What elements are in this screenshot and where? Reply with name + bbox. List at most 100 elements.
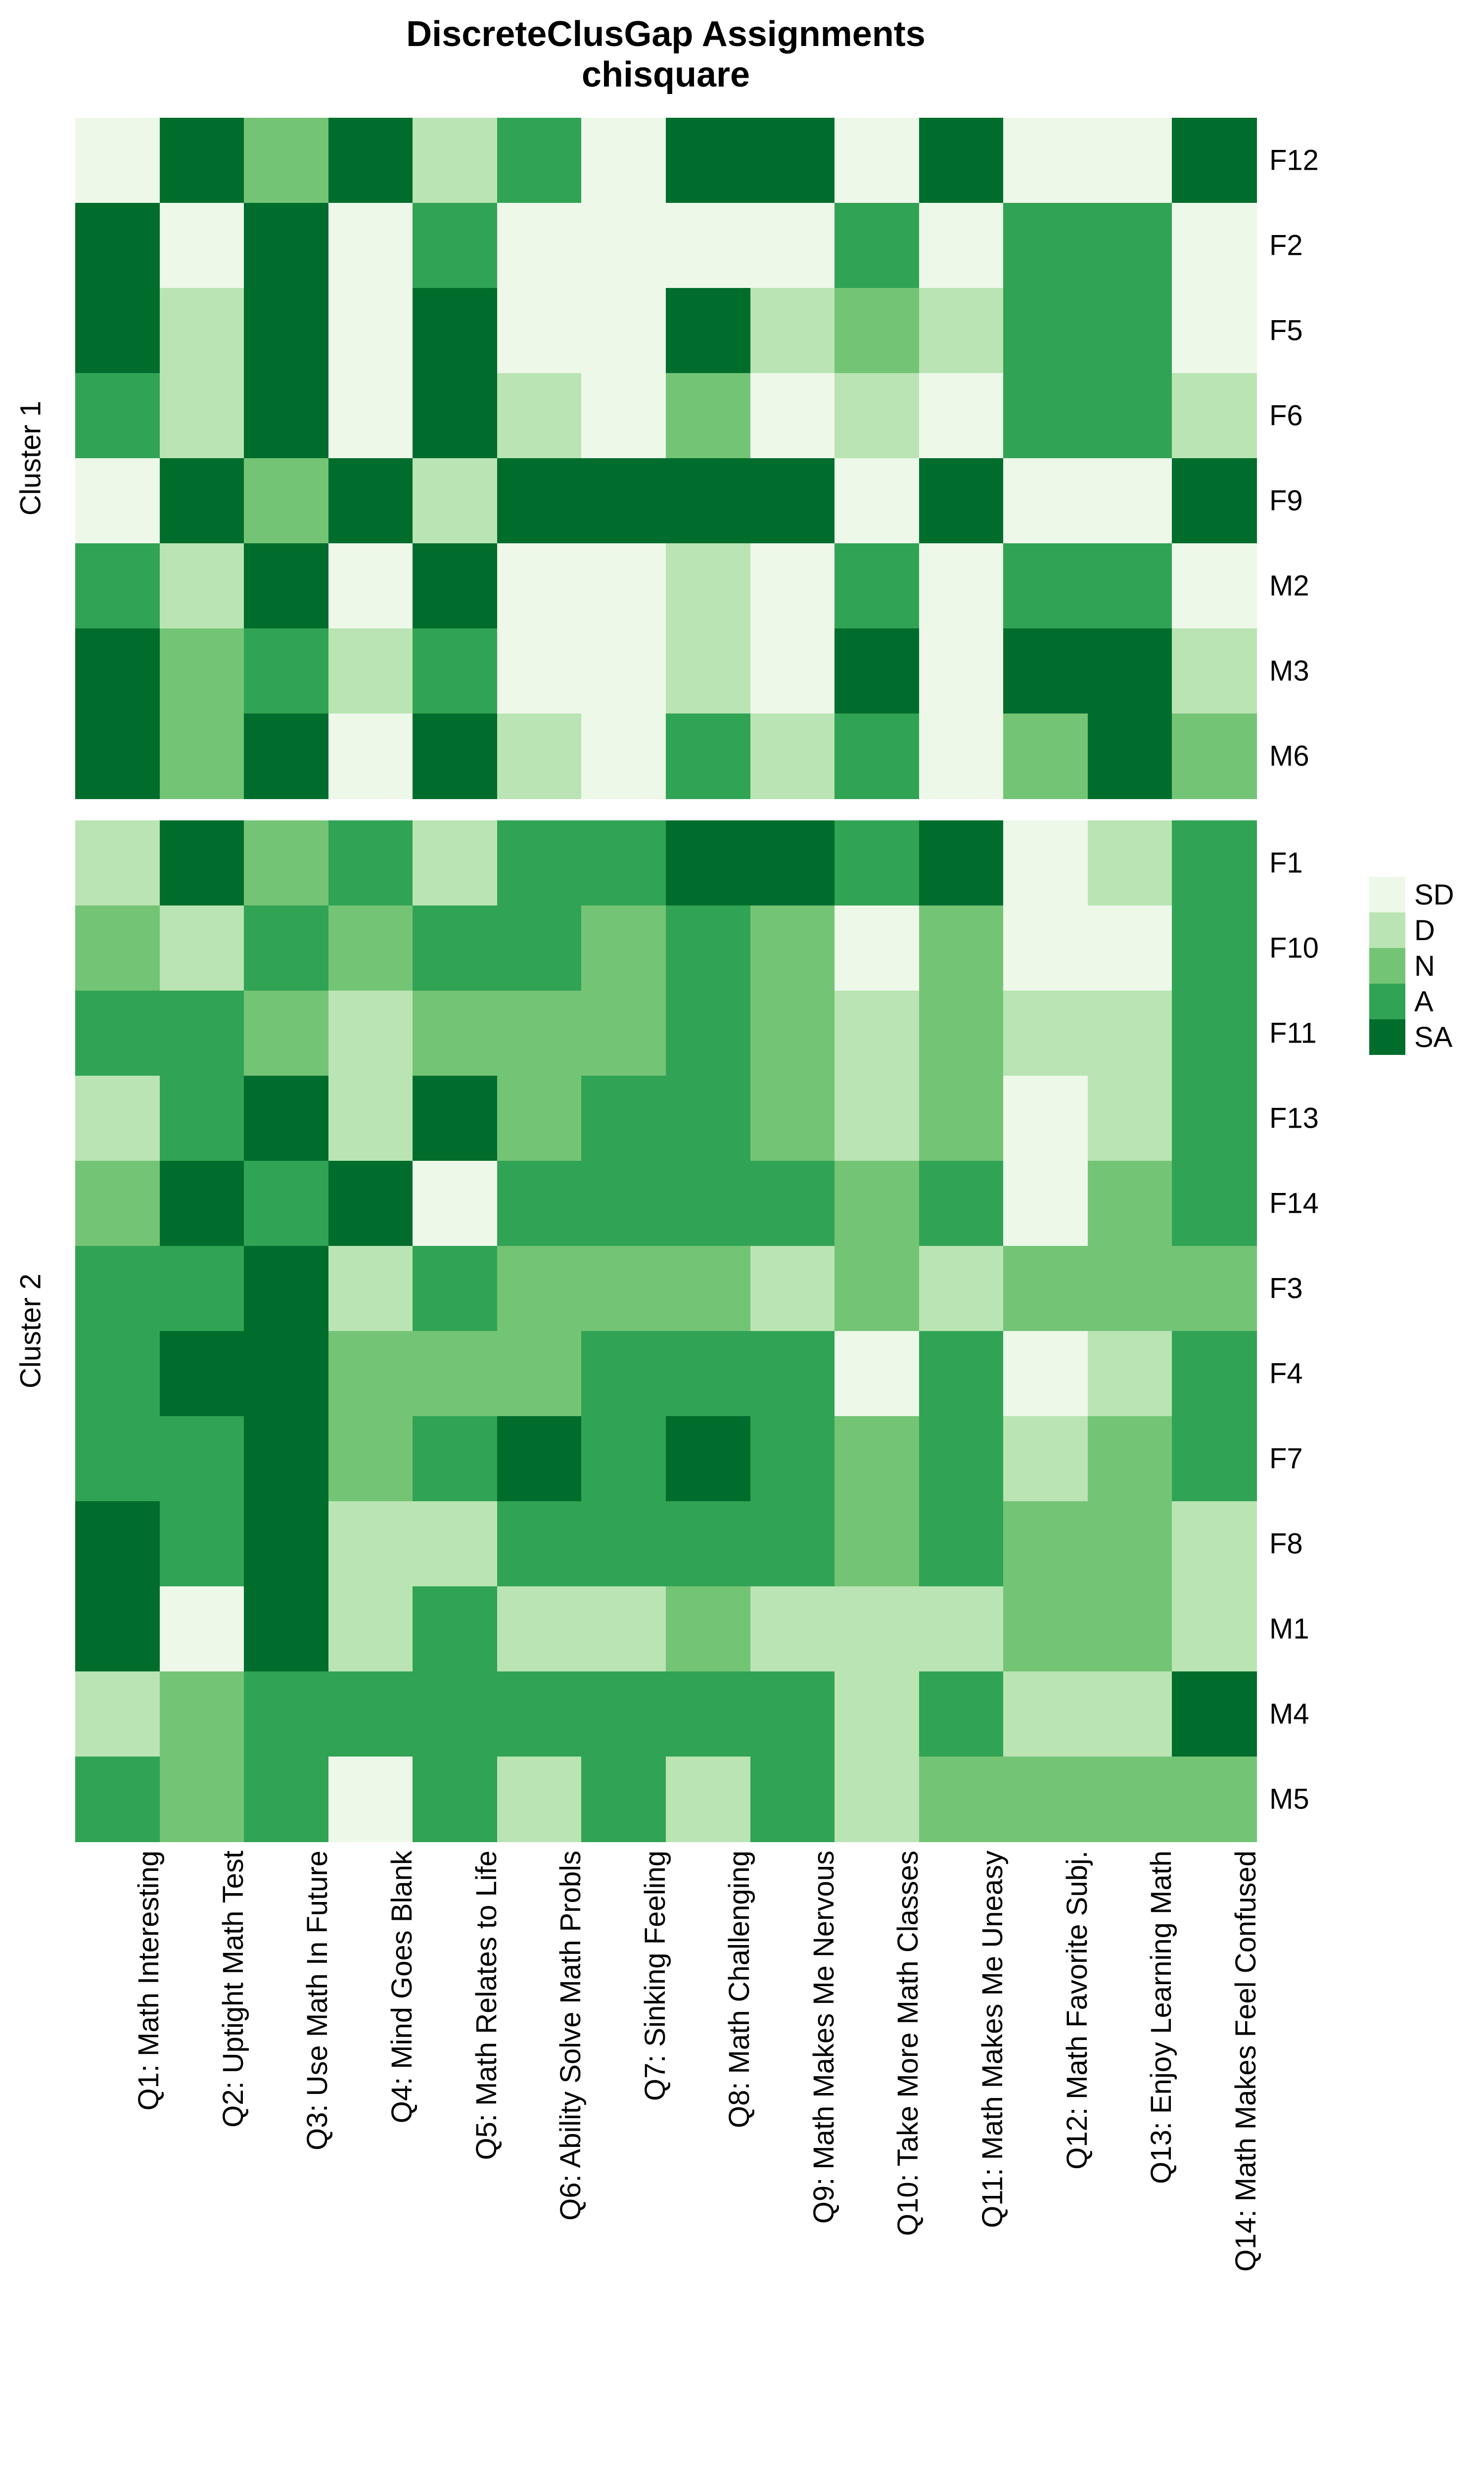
heatmap-cell [919, 1586, 1004, 1672]
heatmap-cell [75, 1331, 160, 1417]
heatmap-cell [1003, 714, 1088, 799]
heatmap-cell [1172, 628, 1257, 714]
row-label: F11 [1269, 1017, 1317, 1049]
heatmap-cell [497, 1757, 582, 1842]
row-label: F1 [1269, 847, 1303, 879]
heatmap-cell [581, 543, 666, 629]
heatmap-cell [1003, 1416, 1088, 1502]
heatmap-cell [1087, 1586, 1173, 1672]
heatmap-cell [328, 1161, 414, 1246]
heatmap-cell [919, 543, 1004, 629]
heatmap-cell [497, 1246, 582, 1332]
heatmap-cell [497, 1501, 582, 1587]
heatmap-cell [919, 1076, 1004, 1161]
heatmap-cell [413, 1586, 498, 1672]
heatmap-cell [75, 1757, 160, 1842]
heatmap-cell [1087, 373, 1173, 459]
heatmap-cell [497, 628, 582, 714]
heatmap-cell [413, 288, 498, 374]
heatmap-cell [750, 991, 835, 1076]
heatmap-cell [244, 543, 329, 629]
heatmap-cell [581, 820, 666, 906]
legend-item: SD [1369, 877, 1454, 912]
heatmap-cell [159, 991, 245, 1076]
heatmap-cell [328, 991, 414, 1076]
heatmap-cell [497, 373, 582, 459]
legend-label: SA [1414, 1021, 1453, 1053]
heatmap-cell [497, 991, 582, 1076]
row-label: F14 [1269, 1187, 1319, 1220]
heatmap-cell [666, 991, 751, 1076]
heatmap-cell [666, 288, 751, 374]
heatmap-cell [666, 628, 751, 714]
column-label: Q8: Math Challenging [723, 1851, 756, 2128]
column-label: Q11: Math Makes Me Uneasy [976, 1851, 1009, 2228]
heatmap-cell [1087, 991, 1173, 1076]
heatmap-cell [244, 1416, 329, 1502]
heatmap-cell [581, 288, 666, 374]
heatmap-cell [1003, 1757, 1088, 1842]
heatmap-cell [328, 373, 414, 459]
row-label: F13 [1269, 1102, 1319, 1135]
legend: SD D N A SA [1369, 877, 1454, 1055]
heatmap-cell [328, 1757, 414, 1842]
heatmap-cell [919, 628, 1004, 714]
row-label: F9 [1269, 484, 1303, 517]
row-label: F2 [1269, 229, 1303, 262]
heatmap-cell [1003, 905, 1088, 991]
legend-item: N [1369, 948, 1454, 984]
heatmap-cell [1172, 288, 1257, 374]
heatmap-cell [244, 714, 329, 799]
heatmap-cell [666, 203, 751, 288]
heatmap-cell [75, 905, 160, 991]
heatmap-cell [159, 905, 245, 991]
heatmap-cell [581, 1757, 666, 1842]
heatmap-cell [328, 905, 414, 991]
heatmap-cell [75, 543, 160, 629]
heatmap-cell [835, 1076, 920, 1161]
heatmap-cell [750, 820, 835, 906]
heatmap-cell [1172, 1671, 1257, 1757]
heatmap-cell [328, 1076, 414, 1161]
heatmap-cell [159, 714, 245, 799]
heatmap-cell [159, 118, 245, 203]
heatmap-cell [666, 1161, 751, 1246]
heatmap-cell [497, 543, 582, 629]
heatmap-cell [835, 714, 920, 799]
heatmap-cell [413, 1331, 498, 1417]
heatmap-cell [75, 1416, 160, 1502]
column-label: Q5: Math Relates to Life [470, 1851, 503, 2160]
heatmap-cell [159, 203, 245, 288]
heatmap-cell [666, 118, 751, 203]
heatmap-cell [244, 1331, 329, 1417]
column-label: Q14: Math Makes Feel Confused [1229, 1851, 1262, 2272]
heatmap-cell [1003, 203, 1088, 288]
heatmap-cell [75, 714, 160, 799]
heatmap-cell [1087, 1501, 1173, 1587]
column-label: Q12: Math Favorite Subj. [1061, 1851, 1093, 2170]
heatmap-cell [244, 118, 329, 203]
heatmap-cell [75, 458, 160, 544]
heatmap-cell [159, 1671, 245, 1757]
heatmap-cell [750, 118, 835, 203]
heatmap-cell [244, 1076, 329, 1161]
heatmap-cell [244, 1161, 329, 1246]
legend-label: A [1414, 985, 1434, 1018]
column-label: Q2: Uptight Math Test [217, 1851, 249, 2128]
heatmap-cell [497, 1076, 582, 1161]
heatmap-cell [1087, 714, 1173, 799]
heatmap-cell [919, 1246, 1004, 1332]
heatmap-cell [244, 1586, 329, 1672]
heatmap-cell [497, 1671, 582, 1757]
heatmap-cell [666, 1246, 751, 1332]
heatmap-cell [159, 1757, 245, 1842]
heatmap-cell [413, 905, 498, 991]
heatmap-cell [1003, 1501, 1088, 1587]
heatmap-cell [75, 373, 160, 459]
heatmap-cell [328, 1586, 414, 1672]
column-label: Q1: Math Interesting [133, 1851, 165, 2111]
heatmap-cell [666, 1586, 751, 1672]
heatmap-cell [159, 288, 245, 374]
heatmap-cell [581, 1501, 666, 1587]
heatmap-cell [1003, 991, 1088, 1076]
